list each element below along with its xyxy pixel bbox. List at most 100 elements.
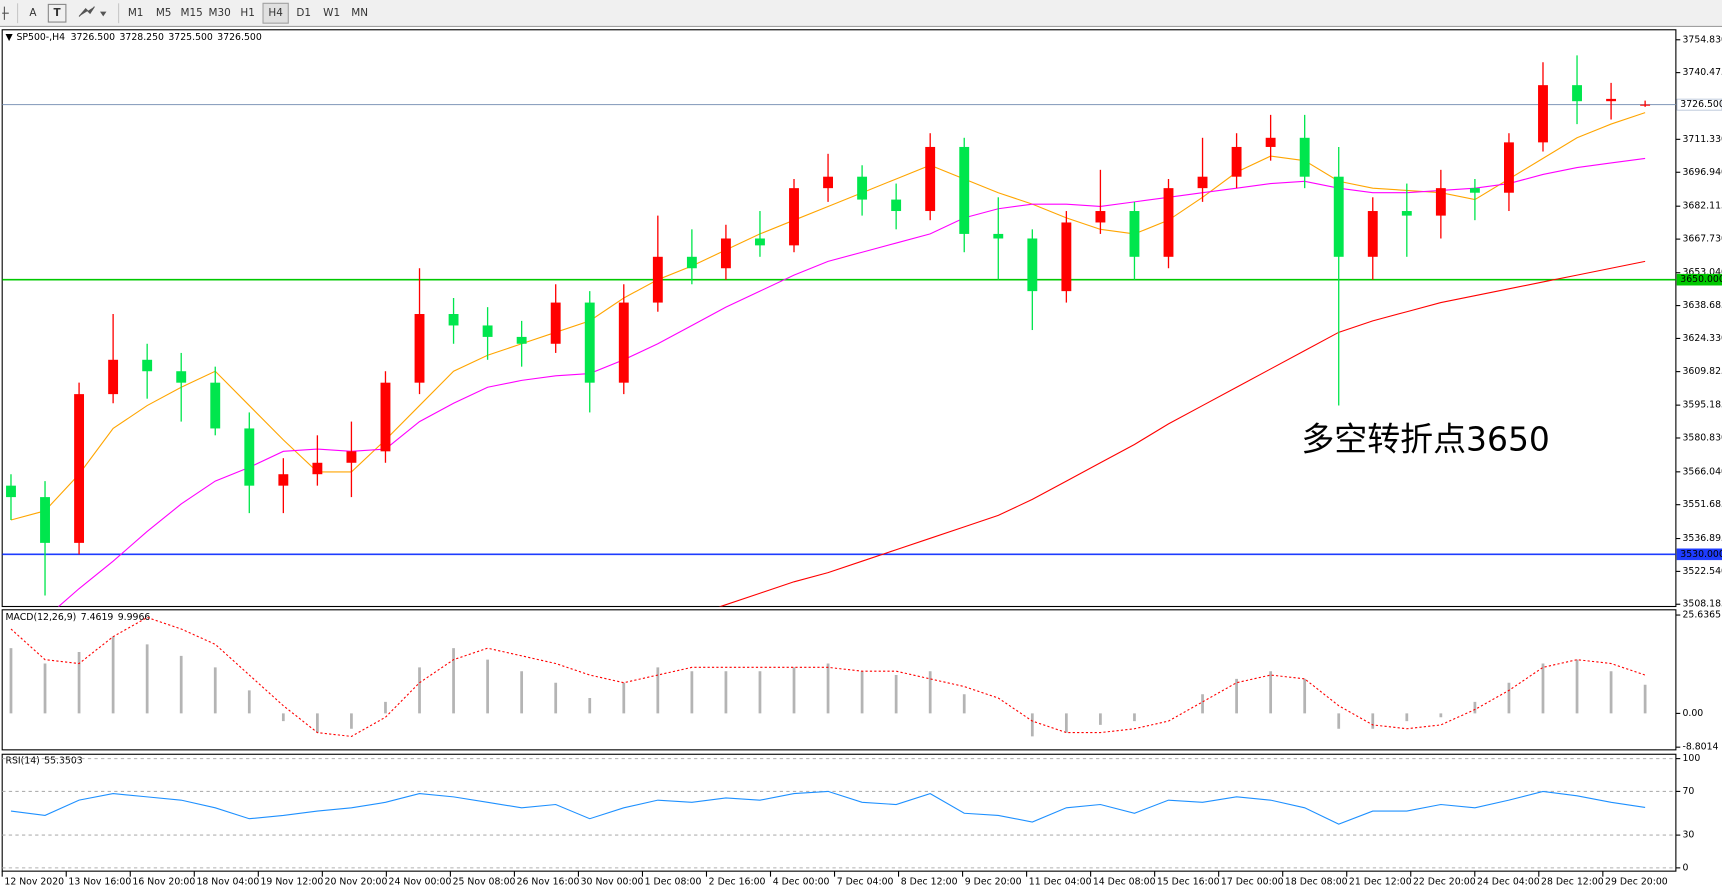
candle-body — [1606, 98, 1617, 102]
pointer-button[interactable] — [2, 6, 9, 20]
x-tick-label: 19 Nov 12:00 — [260, 877, 323, 888]
price-label: 3726.500 — [1680, 99, 1722, 110]
candle-body — [482, 325, 493, 337]
x-tick-label: 29 Dec 20:00 — [1605, 877, 1668, 888]
price-header: SP500-,H4 — [16, 32, 65, 43]
price-label-box — [1676, 548, 1722, 561]
x-tick-label: 26 Nov 16:00 — [517, 877, 580, 888]
rsi-title: RSI(14) — [5, 755, 39, 766]
timeframe-button[interactable]: M30 — [209, 7, 231, 19]
candle-body — [1640, 104, 1651, 106]
panel-frame — [1, 753, 1677, 872]
rsi-panel: RSI(14) 55.3503 100 70 30 0 — [1, 753, 1700, 873]
timeframe-button[interactable]: W1 — [323, 7, 340, 19]
y-tick-label: 25.6365 — [1682, 610, 1721, 621]
moving-average — [10, 112, 1646, 521]
header-value: 3728.250 — [119, 32, 164, 43]
candle-body — [516, 336, 527, 344]
candle-body — [550, 302, 561, 344]
candle-body — [1469, 188, 1480, 193]
timeframe-button[interactable]: MN — [351, 7, 368, 19]
x-tick-label: 8 Dec 12:00 — [901, 877, 958, 888]
timeframe-button[interactable]: M1 — [128, 7, 144, 19]
candle-body — [925, 146, 936, 212]
candle-body — [448, 314, 459, 326]
x-tick-label: 15 Dec 16:00 — [1157, 877, 1220, 888]
x-tick-label: 16 Nov 20:00 — [132, 877, 195, 888]
x-tick-label: 1 Dec 08:00 — [645, 877, 702, 888]
candle-body — [414, 314, 425, 383]
timeframe-button[interactable]: H1 — [240, 7, 254, 19]
candle-body — [380, 382, 391, 452]
timeframe-button[interactable]: H4 — [268, 7, 283, 19]
candle-body — [176, 371, 187, 383]
header-value: 3726.500 — [71, 32, 116, 43]
y-tick-label: 3740.475 — [1682, 67, 1722, 78]
x-tick-label: 9 Dec 20:00 — [965, 877, 1022, 888]
annotation: 多空转折点3650 — [1301, 420, 1549, 459]
timeframe-button[interactable]: M5 — [156, 7, 172, 19]
y-tick-label: 3551.685 — [1682, 499, 1722, 510]
x-tick-label: 12 Nov 2020 — [4, 877, 64, 888]
x-tick-label: 18 Nov 04:00 — [196, 877, 259, 888]
timeframe-button[interactable]: D1 — [296, 7, 311, 19]
y-tick-label: 3696.940 — [1682, 167, 1722, 178]
time-axis: 12 Nov 2020 13 Nov 16:00 16 Nov 20:00 18 No… — [1, 871, 1668, 888]
x-tick-label: 11 Dec 04:00 — [1029, 877, 1092, 888]
candle-body — [1231, 146, 1242, 177]
candle-body — [857, 176, 868, 200]
x-tick-label: 25 Nov 08:00 — [453, 877, 516, 888]
y-tick-label: 0 — [1682, 862, 1688, 873]
price-panel: ▼ SP500-,H4 3726.500 3728.250 3725.500 3726… — [1, 29, 1722, 610]
x-tick-label: 28 Dec 12:00 — [1541, 877, 1604, 888]
panel-frame — [1, 609, 1677, 751]
price-label: 3530.000 — [1680, 549, 1722, 560]
y-tick-label: 100 — [1682, 753, 1700, 764]
label-tool-icon: T — [54, 7, 62, 19]
candle-body — [346, 451, 357, 463]
header-value: 3726.500 — [217, 32, 262, 43]
shapes-tool[interactable] — [78, 6, 107, 17]
y-tick-label: 3595.185 — [1682, 400, 1722, 411]
x-tick-label: 4 Dec 00:00 — [773, 877, 830, 888]
plot-area — [10, 790, 1646, 825]
x-tick-label: 22 Dec 20:00 — [1413, 877, 1476, 888]
x-tick-label: 18 Dec 08:00 — [1285, 877, 1348, 888]
candle-body — [652, 256, 663, 303]
candle-body — [789, 188, 799, 246]
moving-average — [718, 260, 1646, 607]
x-tick-label: 13 Nov 16:00 — [68, 877, 131, 888]
candle-body — [891, 199, 902, 212]
y-tick-label: 3609.825 — [1682, 366, 1722, 377]
macd-panel: MACD(12,26,9) 7.4619 9.9966 25.6365 0.00 -8.8… — [1, 609, 1721, 753]
candle-body — [1401, 211, 1412, 216]
rsi-line — [10, 790, 1646, 825]
timeframe-button[interactable]: M15 — [181, 7, 203, 19]
macd-title: MACD(12,26,9) — [5, 612, 76, 623]
x-tick-label: 24 Dec 04:00 — [1477, 877, 1540, 888]
y-tick-label: 3653.040 — [1682, 267, 1722, 278]
x-tick-label: 24 Nov 00:00 — [389, 877, 452, 888]
text-tool[interactable]: A — [29, 7, 37, 19]
candle-body — [1572, 85, 1582, 102]
y-tick-label: 3682.115 — [1682, 201, 1722, 212]
y-tick-label: 3522.540 — [1682, 566, 1722, 577]
candle-body — [1129, 211, 1140, 257]
toolbar-bg — [0, 0, 1722, 27]
candle-body — [1435, 188, 1446, 216]
candle-body — [142, 359, 153, 372]
plot-area — [9, 616, 1647, 737]
candle-body — [755, 238, 765, 246]
candle-body — [74, 394, 85, 543]
candle-body — [244, 428, 255, 486]
x-tick-label: 30 Nov 00:00 — [581, 877, 644, 888]
y-tick-label: 30 — [1682, 830, 1694, 841]
y-tick-label: 3711.330 — [1682, 134, 1722, 145]
candle-body — [312, 462, 323, 475]
candle-body — [210, 382, 221, 429]
collapse-arrow[interactable]: ▼ — [5, 32, 13, 43]
candle-body — [1504, 142, 1514, 193]
price-label-box — [1676, 273, 1722, 286]
label-tool[interactable] — [47, 3, 67, 23]
candle-body — [1027, 238, 1038, 292]
